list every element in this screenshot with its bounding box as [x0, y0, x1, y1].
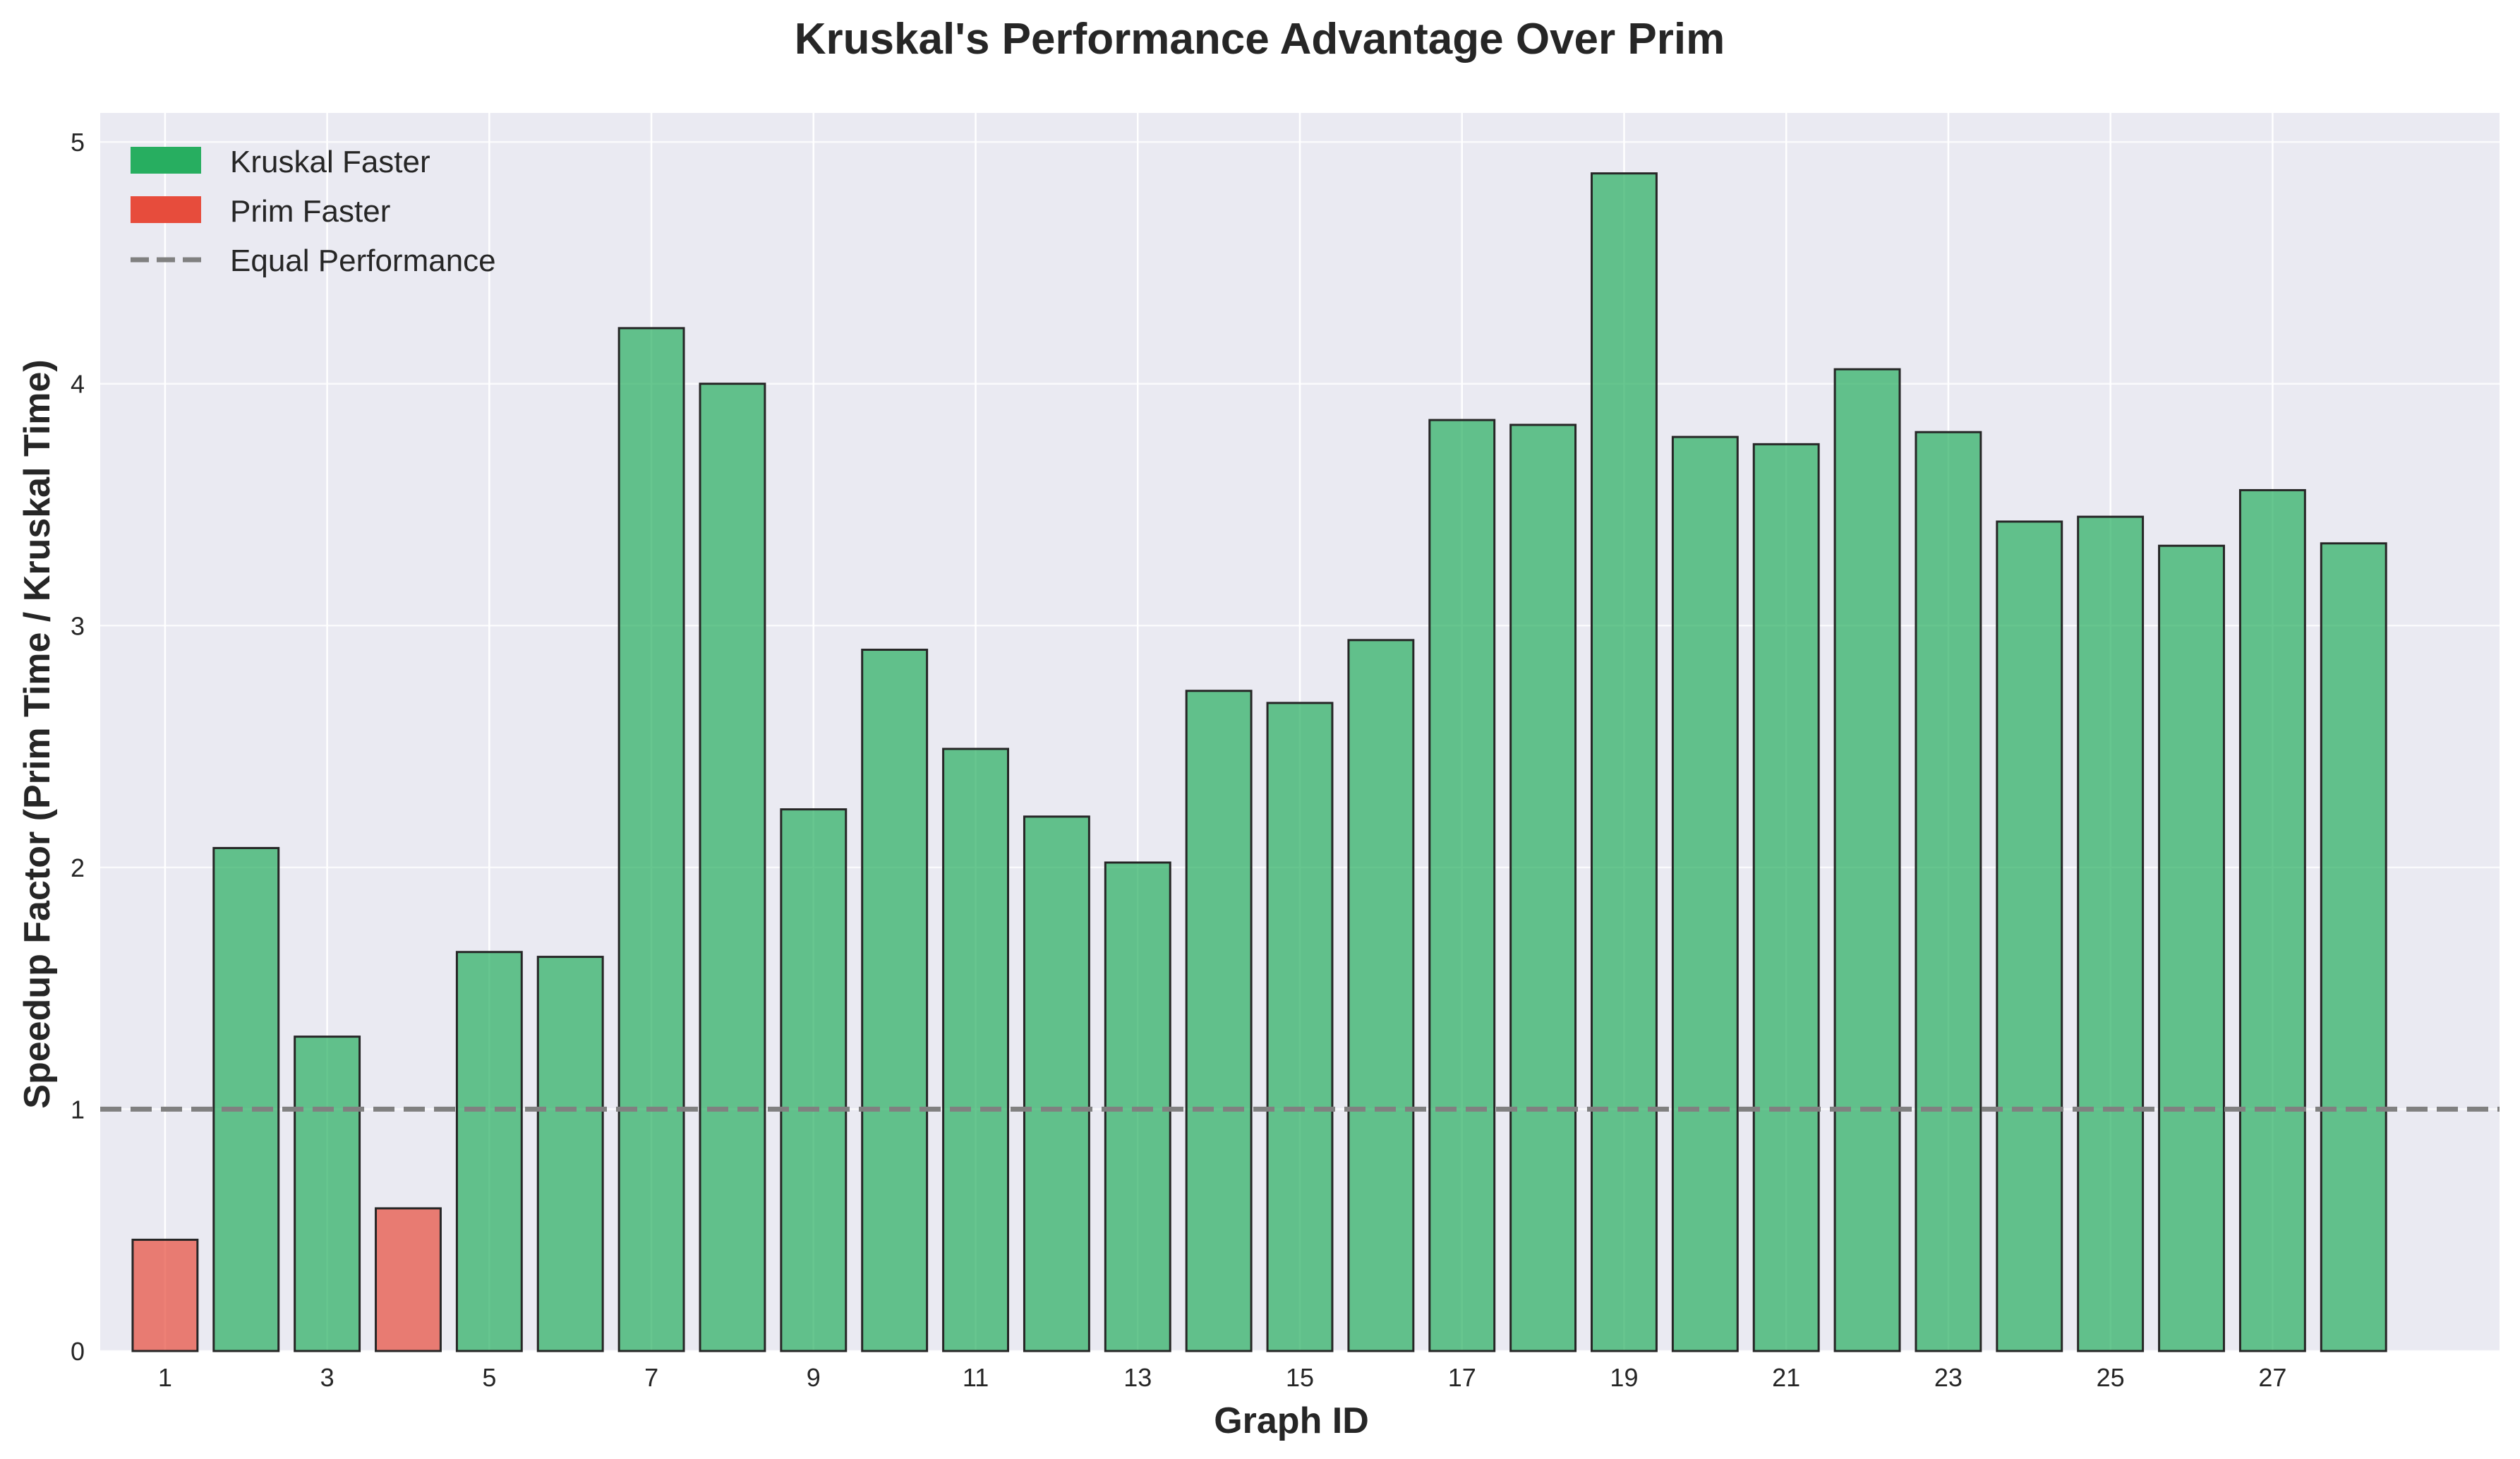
y-tick-label: 4 [71, 370, 85, 399]
legend-label: Equal Performance [230, 244, 496, 278]
bar-graph-2 [212, 846, 280, 1352]
x-tick-label: 17 [1448, 1363, 1476, 1392]
y-tick-label: 2 [71, 853, 85, 882]
bar-graph-18 [1509, 424, 1577, 1352]
bar-graph-9 [780, 808, 848, 1352]
x-tick-label: 1 [158, 1363, 172, 1392]
bar-graph-7 [617, 327, 685, 1352]
bar-graph-11 [942, 747, 1009, 1352]
bar-graph-25 [2077, 515, 2145, 1352]
y-tick-label: 3 [71, 611, 85, 640]
chart-title: Kruskal's Performance Advantage Over Pri… [795, 15, 1725, 64]
bar-graph-3 [294, 1035, 361, 1352]
x-tick-label: 15 [1286, 1363, 1314, 1392]
x-tick-label: 25 [2097, 1363, 2125, 1392]
x-tick-label: 5 [482, 1363, 496, 1392]
legend-swatch [131, 196, 201, 223]
x-tick-label: 19 [1610, 1363, 1638, 1392]
bar-graph-24 [1996, 520, 2063, 1352]
bar-graph-10 [861, 649, 929, 1352]
bar-graph-12 [1023, 815, 1090, 1352]
bar-graph-8 [699, 383, 766, 1352]
bar-graph-26 [2158, 544, 2225, 1352]
y-tick-label: 5 [71, 128, 85, 157]
bar-graph-4 [375, 1207, 442, 1352]
y-tick-label: 1 [71, 1095, 85, 1124]
x-tick-label: 13 [1123, 1363, 1152, 1392]
bar-graph-17 [1428, 419, 1496, 1352]
y-axis-label: Speedup Factor (Prim Time / Kruskal Time… [17, 359, 58, 1108]
x-tick-label: 3 [320, 1363, 334, 1392]
bar-graph-21 [1752, 443, 1820, 1352]
legend-label: Kruskal Faster [230, 145, 430, 179]
bar-graph-16 [1347, 639, 1415, 1352]
bar-graph-20 [1671, 436, 1739, 1352]
x-tick-label: 23 [1934, 1363, 1963, 1392]
bar-graph-19 [1591, 172, 1658, 1352]
bar-graph-14 [1185, 690, 1253, 1352]
x-tick-label: 21 [1772, 1363, 1800, 1392]
x-tick-label: 7 [644, 1363, 658, 1392]
legend-label: Prim Faster [230, 194, 390, 229]
x-tick-label: 9 [807, 1363, 821, 1392]
x-tick-label: 11 [963, 1363, 989, 1392]
bar-graph-28 [2320, 542, 2387, 1352]
bar-graph-6 [536, 956, 604, 1352]
legend: Kruskal Faster Prim Faster Equal Performan… [131, 145, 496, 278]
bar-graph-23 [1915, 431, 1982, 1352]
bar-graph-5 [455, 951, 523, 1352]
x-axis-label: Graph ID [1214, 1400, 1369, 1441]
bar-graph-1 [131, 1238, 199, 1352]
y-tick-label: 0 [71, 1337, 85, 1366]
x-tick-label: 27 [2258, 1363, 2286, 1392]
legend-swatch [131, 147, 201, 174]
bar-graph-15 [1266, 702, 1334, 1352]
bar-graph-27 [2238, 488, 2306, 1352]
bar-graph-22 [1833, 368, 1901, 1352]
